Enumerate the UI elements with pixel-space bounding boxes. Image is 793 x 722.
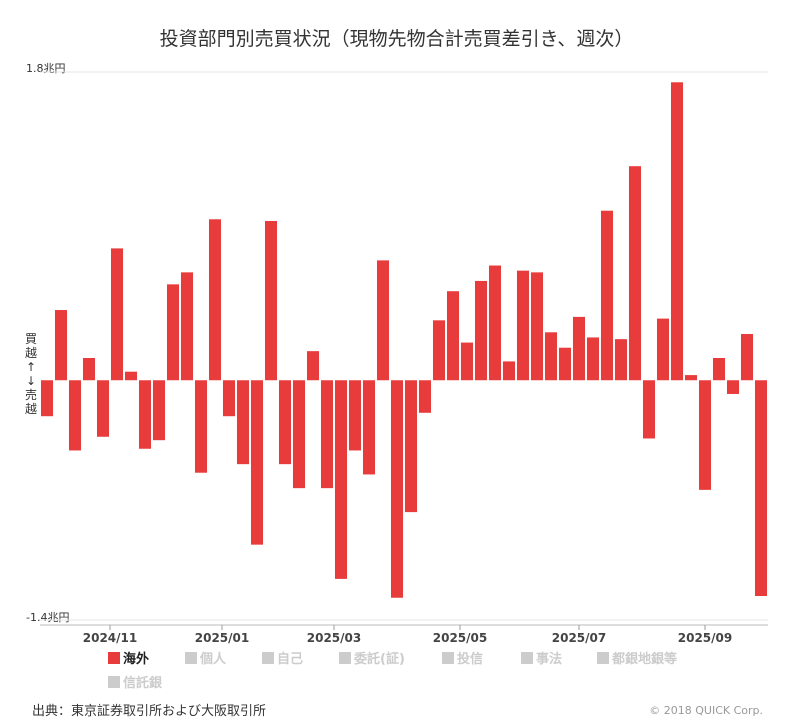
bar[interactable]	[54, 310, 68, 381]
bar[interactable]	[82, 357, 96, 381]
x-tick-label: 2025/03	[307, 631, 361, 645]
legend-label: 信託銀	[123, 676, 163, 691]
legend-item-regional-banks[interactable]: 都銀地銀等	[597, 648, 677, 667]
side-label-char: 買	[24, 332, 37, 346]
x-tick-label: 2025/05	[433, 631, 487, 645]
bar[interactable]	[404, 380, 418, 513]
legend-swatch	[108, 651, 120, 664]
side-label-char: 売	[24, 388, 37, 402]
legend-label: 委託(証)	[354, 652, 405, 667]
bar[interactable]	[432, 320, 446, 381]
legend-item-trust-banks[interactable]: 信託銀	[108, 672, 162, 691]
bar[interactable]	[712, 357, 726, 381]
bar[interactable]	[390, 380, 404, 598]
bar[interactable]	[740, 334, 754, 381]
bar[interactable]	[250, 380, 264, 545]
bar[interactable]	[600, 210, 614, 381]
legend-item-proprietary[interactable]: 自己	[262, 648, 303, 667]
bar[interactable]	[152, 380, 166, 441]
x-tick-label: 2025/01	[195, 631, 249, 645]
bar[interactable]	[670, 82, 684, 381]
bar[interactable]	[68, 380, 82, 451]
bar[interactable]	[684, 375, 698, 381]
chart-title: 投資部門別売買状況（現物先物合計売買差引き、週次）	[159, 28, 634, 50]
bar[interactable]	[320, 380, 334, 489]
bar[interactable]	[418, 380, 432, 413]
source-note: 出典：東京証券取引所および大阪取引所	[32, 704, 267, 719]
bar[interactable]	[194, 380, 208, 473]
x-tick-label: 2024/11	[83, 631, 137, 645]
bar[interactable]	[180, 272, 194, 381]
bar[interactable]	[362, 380, 376, 475]
y-axis-min-label: -1.4兆円	[26, 611, 70, 624]
side-label-char: 越	[24, 402, 37, 416]
bar[interactable]	[516, 270, 530, 381]
bar[interactable]	[264, 220, 278, 381]
bar[interactable]	[460, 342, 474, 381]
bar[interactable]	[726, 380, 740, 394]
bar[interactable]	[96, 380, 110, 437]
bar[interactable]	[614, 339, 628, 381]
legend-item-individual[interactable]: 個人	[185, 648, 226, 667]
bar[interactable]	[544, 332, 558, 381]
bar[interactable]	[446, 291, 460, 381]
side-label-char: 越	[24, 346, 37, 360]
legend-swatch	[521, 651, 533, 664]
bar[interactable]	[628, 166, 642, 381]
legend-item-business-corp[interactable]: 事法	[521, 648, 562, 667]
bar[interactable]	[166, 284, 180, 381]
bar[interactable]	[656, 318, 670, 381]
bar[interactable]	[572, 316, 586, 381]
bar[interactable]	[754, 380, 768, 597]
bar[interactable]	[642, 380, 656, 439]
bar[interactable]	[488, 265, 502, 381]
bar[interactable]	[502, 361, 516, 381]
bar[interactable]	[334, 380, 348, 579]
bar[interactable]	[236, 380, 250, 465]
bar[interactable]	[530, 272, 544, 381]
x-tick-label: 2025/09	[678, 631, 732, 645]
bar[interactable]	[474, 280, 488, 381]
bar[interactable]	[110, 248, 124, 381]
bar[interactable]	[698, 380, 712, 490]
legend-swatch	[262, 651, 274, 664]
legend-label: 海外	[123, 652, 150, 667]
side-label-char: ↑	[25, 360, 37, 374]
bar[interactable]	[306, 351, 320, 381]
buy-sell-side-label: 買 越 ↑ ↓ 売 越	[24, 332, 38, 416]
legend-label: 投信	[457, 652, 484, 667]
legend-item-overseas[interactable]: 海外	[108, 648, 149, 667]
copyright: © 2018 QUICK Corp.	[649, 704, 763, 717]
legend-swatch	[185, 651, 197, 664]
bar[interactable]	[208, 219, 222, 381]
x-tick-label: 2025/07	[552, 631, 606, 645]
bar[interactable]	[124, 371, 138, 381]
legend-label: 事法	[536, 652, 563, 667]
legend-swatch	[108, 675, 120, 688]
legend-item-brokerage[interactable]: 委託(証)	[339, 648, 405, 667]
bar[interactable]	[222, 380, 236, 417]
bar[interactable]	[138, 380, 152, 449]
legend-swatch	[442, 651, 454, 664]
bar[interactable]	[278, 380, 292, 465]
bar[interactable]	[40, 380, 54, 417]
legend-swatch	[597, 651, 609, 664]
legend-label: 自己	[277, 652, 304, 667]
bar[interactable]	[292, 380, 306, 489]
bar[interactable]	[376, 260, 390, 381]
bar[interactable]	[558, 347, 572, 381]
legend-item-investment-trust[interactable]: 投信	[442, 648, 483, 667]
bar[interactable]	[348, 380, 362, 451]
legend-label: 個人	[200, 652, 227, 667]
bar[interactable]	[586, 337, 600, 381]
legend-swatch	[339, 651, 351, 664]
side-label-char: ↓	[25, 374, 37, 388]
legend-label: 都銀地銀等	[612, 652, 678, 667]
